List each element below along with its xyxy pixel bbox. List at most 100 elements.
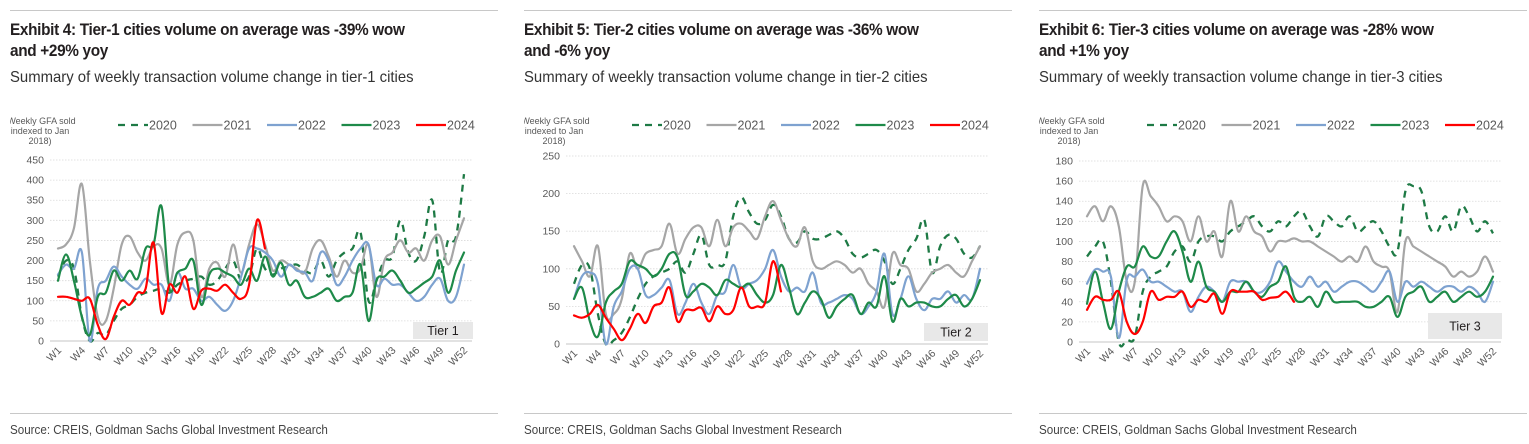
x-tick-label: W25 [1260, 346, 1284, 370]
legend-item-2024: 2024 [1445, 119, 1504, 133]
exhibit-title: Exhibit 5: Tier-2 cities volume on avera… [524, 20, 978, 62]
x-tick-label: W31 [279, 345, 303, 369]
x-tick-label: W1 [1073, 346, 1093, 366]
legend-item-2024: 2024 [416, 119, 475, 133]
legend: 2020 2021 2022 2023 2024 [1147, 119, 1504, 133]
y-axis-title-line: 2018) [542, 136, 565, 146]
y-tick-label: 0 [38, 336, 44, 348]
tier-label: Tier 1 [427, 324, 459, 338]
legend-item-2021: 2021 [192, 119, 252, 133]
legend-item-2022: 2022 [267, 119, 326, 133]
source-note: Source: CREIS, Goldman Sachs Global Inve… [524, 423, 842, 437]
legend-label: 2024 [961, 119, 989, 133]
x-tick-label: W19 [1213, 346, 1237, 370]
legend-item-2020: 2020 [1147, 119, 1206, 133]
legend-label: 2024 [447, 119, 475, 133]
y-axis-title-line: (Weekly GFA sold [1039, 116, 1105, 126]
x-tick-label: W10 [112, 345, 136, 369]
legend-label: 2022 [298, 119, 326, 133]
series-line-2023 [1085, 230, 1495, 331]
tier-label-box [1428, 313, 1502, 339]
y-tick-label: 250 [26, 235, 44, 247]
y-tick-label: 100 [1055, 236, 1073, 248]
exhibit-title-line2: and +29% yoy [10, 42, 109, 60]
y-axis-title-line: 2018) [28, 136, 51, 146]
y-tick-label: 200 [26, 255, 44, 267]
bottom-divider [524, 413, 1012, 414]
legend-item-2020: 2020 [118, 119, 177, 133]
exhibit-subtitle: Summary of weekly transaction volume cha… [524, 69, 928, 86]
y-tick-label: 50 [548, 301, 560, 313]
x-tick-label: W46 [399, 345, 423, 369]
y-tick-label: 350 [26, 195, 44, 207]
exhibit-panel: Exhibit 6: Tier-3 cities volume on avera… [1039, 0, 1527, 444]
legend-label: 2023 [887, 119, 915, 133]
y-tick-label: 160 [1055, 176, 1073, 188]
y-axis-title-line: 2018) [1057, 136, 1080, 146]
x-tick-label: W37 [327, 345, 351, 369]
y-tick-label: 0 [1067, 337, 1073, 349]
exhibit-title: Exhibit 4: Tier-1 cities volume on avera… [10, 20, 464, 62]
x-tick-label: W22 [208, 345, 232, 369]
legend-item-2020: 2020 [632, 119, 691, 133]
exhibit-title-line1: Exhibit 6: Tier-3 cities volume on avera… [1039, 21, 1434, 39]
legend-item-2023: 2023 [855, 119, 915, 133]
legend-label: 2021 [738, 119, 766, 133]
y-tick-label: 20 [1061, 316, 1073, 328]
y-tick-label: 250 [542, 151, 560, 163]
x-tick-label: W49 [938, 348, 962, 372]
x-tick-label: W49 [422, 345, 446, 369]
x-tick-label: W22 [724, 348, 748, 372]
y-tick-label: 60 [1061, 276, 1073, 288]
series-line-2024 [572, 260, 783, 342]
x-tick-label: W43 [1404, 346, 1428, 370]
y-tick-label: 150 [542, 226, 560, 238]
bottom-divider [10, 413, 498, 414]
y-tick-label: 300 [26, 215, 44, 227]
x-tick-label: W43 [375, 345, 399, 369]
legend-item-2021: 2021 [706, 119, 766, 133]
x-tick-label: W4 [68, 345, 88, 365]
x-tick-label: W46 [1428, 346, 1452, 370]
legend-label: 2020 [1178, 119, 1206, 133]
x-tick-label: W25 [231, 345, 255, 369]
legend-item-2024: 2024 [930, 119, 989, 133]
x-tick-label: W16 [160, 345, 184, 369]
series-line-2022 [572, 248, 982, 346]
legend: 2020 2021 2022 2023 2024 [632, 119, 989, 133]
legend-label: 2021 [1253, 119, 1281, 133]
x-tick-label: W4 [1097, 346, 1117, 366]
y-tick-label: 40 [1061, 296, 1073, 308]
x-tick-label: W46 [915, 348, 939, 372]
y-tick-label: 120 [1055, 216, 1073, 228]
exhibit-title: Exhibit 6: Tier-3 cities volume on avera… [1039, 20, 1493, 62]
x-tick-label: W7 [608, 348, 628, 368]
legend: 2020 2021 2022 2023 2024 [118, 119, 475, 133]
x-tick-label: W16 [676, 348, 700, 372]
legend-label: 2023 [1402, 119, 1430, 133]
legend-label: 2020 [663, 119, 691, 133]
x-tick-label: W43 [891, 348, 915, 372]
y-tick-label: 80 [1061, 256, 1073, 268]
exhibit-title-line2: and -6% yoy [524, 42, 610, 60]
x-tick-label: W13 [1165, 346, 1189, 370]
x-tick-label: W19 [184, 345, 208, 369]
x-tick-label: W37 [1356, 346, 1380, 370]
series-line-2020 [56, 173, 466, 343]
series-line-2023 [572, 250, 982, 339]
exhibit-subtitle: Summary of weekly transaction volume cha… [1039, 69, 1443, 86]
y-tick-label: 400 [26, 175, 44, 187]
top-divider [524, 10, 1012, 11]
x-tick-label: W34 [819, 348, 843, 372]
x-tick-label: W28 [255, 345, 279, 369]
legend-item-2022: 2022 [781, 119, 840, 133]
legend-item-2022: 2022 [1296, 119, 1355, 133]
legend-label: 2021 [224, 119, 252, 133]
x-tick-label: W31 [1308, 346, 1332, 370]
x-tick-label: W28 [771, 348, 795, 372]
x-tick-label: W52 [962, 348, 986, 372]
bottom-divider [1039, 413, 1527, 414]
